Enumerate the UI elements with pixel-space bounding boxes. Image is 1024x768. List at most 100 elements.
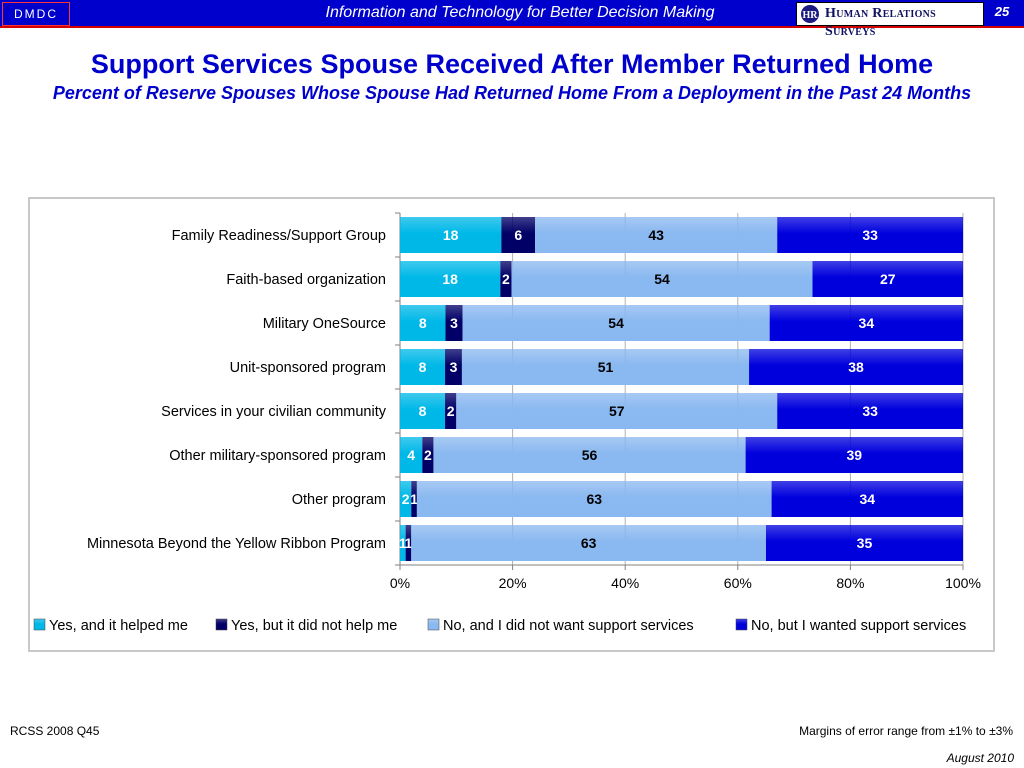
data-label: 27	[880, 271, 896, 287]
x-tick-label: 80%	[836, 575, 864, 591]
page-title: Support Services Spouse Received After M…	[90, 49, 934, 79]
category-label: Other military-sponsored program	[169, 448, 386, 464]
dmdc-logo: DMDC	[2, 2, 70, 26]
x-tick-label: 20%	[499, 575, 527, 591]
data-label: 63	[586, 491, 602, 507]
legend-swatch	[735, 618, 748, 631]
bar-segment	[400, 481, 412, 517]
data-label: 3	[450, 359, 458, 375]
bar-segment	[745, 437, 963, 473]
hrs-logo: HR Human Relations Surveys	[796, 2, 984, 39]
header-divider	[0, 26, 1024, 28]
category-label: Services in your civilian community	[161, 404, 387, 420]
bar-segment	[400, 393, 446, 429]
category-label: Other program	[292, 492, 386, 508]
data-label: 2	[402, 491, 410, 507]
x-tick-label: 0%	[390, 575, 410, 591]
data-label: 4	[407, 447, 415, 463]
bar-segment	[411, 525, 766, 561]
bar-segment	[769, 305, 963, 341]
data-label: 54	[608, 315, 624, 331]
data-label: 33	[862, 227, 878, 243]
data-label: 34	[859, 315, 875, 331]
margin-of-error-note: Margins of error range from ±1% to ±3%	[799, 724, 1013, 738]
bar-segment	[812, 261, 963, 297]
data-label: 3	[450, 315, 458, 331]
data-label: 1	[410, 491, 418, 507]
stacked-bar-chart: 0% 20% 40% 60% 80% 100% Family Readiness/Suppo…	[33, 212, 981, 634]
bar-segment	[461, 349, 750, 385]
bar-segment	[777, 217, 963, 253]
bar-segment	[749, 349, 963, 385]
bar-segment	[445, 305, 463, 341]
data-label: 6	[514, 227, 522, 243]
bar-segment	[400, 525, 406, 561]
data-label: 18	[442, 271, 458, 287]
category-label: Military OneSource	[263, 316, 386, 332]
category-label: Faith-based organization	[226, 272, 386, 288]
data-label: 51	[598, 359, 614, 375]
data-label: 56	[582, 447, 598, 463]
hrs-logo-text: Human Relations Surveys	[825, 6, 937, 39]
data-label: 2	[502, 271, 510, 287]
bar-segment	[535, 217, 778, 253]
bar-segment	[500, 261, 512, 297]
data-label: 54	[654, 271, 670, 287]
bar-segment	[400, 305, 446, 341]
hrs-logo-icon: HR	[801, 5, 819, 23]
bar-segment	[511, 261, 813, 297]
bar-segment	[422, 437, 434, 473]
data-label: 43	[648, 227, 664, 243]
legend-swatch	[33, 618, 46, 631]
bar-segment	[411, 481, 417, 517]
data-label: 57	[609, 403, 625, 419]
bar-segment	[400, 437, 423, 473]
x-tick-label: 100%	[945, 575, 981, 591]
data-label: 1	[405, 535, 413, 551]
bar-segment	[400, 261, 501, 297]
data-label: 38	[848, 359, 864, 375]
data-label: 63	[581, 535, 597, 551]
bar-segment	[433, 437, 746, 473]
legend-swatch	[427, 618, 440, 631]
bar-segment	[765, 525, 963, 561]
legend-label: No, and I did not want support services	[443, 618, 694, 634]
x-tick-label: 40%	[611, 575, 639, 591]
data-label: 8	[419, 359, 427, 375]
legend-label: Yes, and it helped me	[49, 618, 188, 634]
legend-label: No, but I wanted support services	[751, 618, 966, 634]
chart-container: 0% 20% 40% 60% 80% 100% Family Readiness/Suppo…	[28, 197, 995, 652]
data-label: 39	[847, 447, 863, 463]
bar-segment	[416, 481, 772, 517]
bar-segment	[405, 525, 412, 561]
data-label: 8	[419, 315, 427, 331]
data-label: 33	[862, 403, 878, 419]
bar-segment	[501, 217, 536, 253]
header-tagline: Information and Technology for Better De…	[325, 4, 715, 21]
report-date: August 2010	[946, 751, 1014, 765]
data-label: 35	[857, 535, 873, 551]
category-label: Family Readiness/Support Group	[172, 228, 386, 244]
page-number: 25	[994, 4, 1010, 19]
bar-segment	[777, 393, 963, 429]
data-label: 8	[419, 403, 427, 419]
bar-segment	[456, 393, 778, 429]
data-label: 1	[399, 535, 407, 551]
page-subtitle: Percent of Reserve Spouses Whose Spouse …	[52, 83, 972, 103]
x-tick-label: 60%	[724, 575, 752, 591]
data-label: 2	[424, 447, 432, 463]
data-label: 2	[447, 403, 455, 419]
bar-segment	[771, 481, 963, 517]
bar-segment	[445, 393, 457, 429]
bar-segment	[400, 349, 446, 385]
category-label: Unit-sponsored program	[230, 360, 386, 376]
svg-text:HR: HR	[803, 10, 819, 21]
bar-segment	[445, 349, 462, 385]
bar-segment	[462, 305, 770, 341]
source-note: RCSS 2008 Q45	[10, 724, 100, 738]
bar-segment	[400, 217, 502, 253]
data-label: 34	[860, 491, 876, 507]
category-label: Minnesota Beyond the Yellow Ribbon Progr…	[87, 536, 386, 552]
legend-swatch	[215, 618, 228, 631]
data-label: 18	[443, 227, 459, 243]
